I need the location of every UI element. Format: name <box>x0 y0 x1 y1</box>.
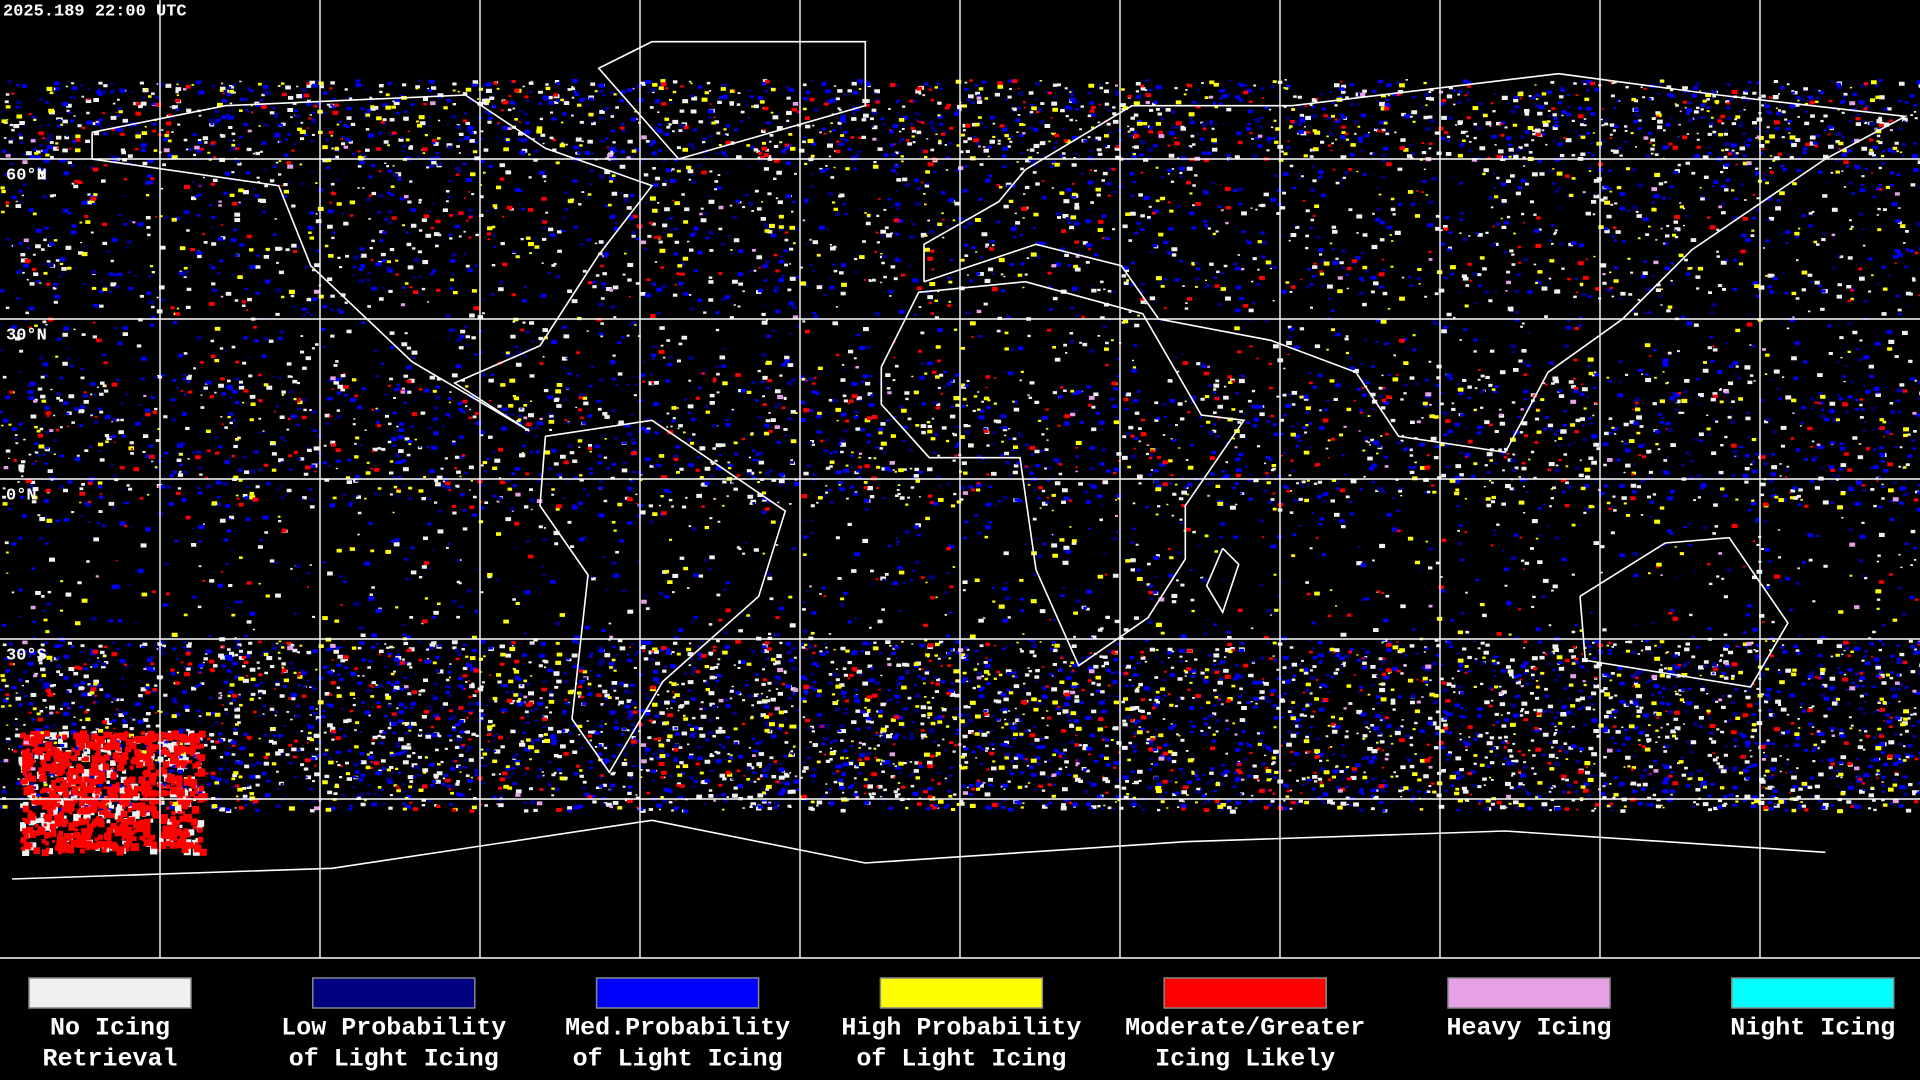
graticule: 60°N 30°N 0°N 30°S <box>0 0 1920 958</box>
legend-label: of Light Icing <box>573 1045 783 1074</box>
legend-label: Med.Probability <box>565 1014 790 1043</box>
timestamp: 2025.189 22:00 UTC <box>3 2 187 21</box>
coastline <box>923 72 1908 454</box>
icing-speckle <box>2 79 1920 856</box>
legend-swatch <box>879 977 1044 1009</box>
legend-swatch <box>1447 977 1611 1009</box>
legend-label: High Probability <box>841 1014 1081 1043</box>
legend-label: Heavy Icing <box>1446 1014 1611 1043</box>
legend-swatch <box>28 977 192 1009</box>
coastline <box>91 94 654 432</box>
legend-swatch <box>312 977 476 1009</box>
legend-label: Low Probability <box>281 1014 506 1043</box>
icing-field <box>0 79 1920 857</box>
coastline <box>1205 547 1240 615</box>
legend-label: of Light Icing <box>289 1045 499 1074</box>
legend-swatch <box>1731 977 1895 1009</box>
latitude-label: 30°N <box>6 326 47 345</box>
legend-swatch <box>595 977 760 1009</box>
legend-label: Icing Likely <box>1155 1045 1335 1074</box>
latitude-label: 30°S <box>6 646 47 665</box>
coastline <box>597 40 867 160</box>
legend-swatch <box>1163 977 1327 1009</box>
latitude-label: 60°N <box>6 166 47 185</box>
legend-label: No Icing <box>50 1014 170 1043</box>
coastline <box>539 419 787 774</box>
latitude-label: 0°N <box>6 486 37 505</box>
coastline <box>1579 536 1789 688</box>
coastline <box>12 819 1826 880</box>
legend-label: Night Icing <box>1730 1014 1895 1043</box>
legend-label: Moderate/Greater <box>1125 1014 1365 1043</box>
legend-label: of Light Icing <box>856 1045 1066 1074</box>
legend-label: Retrieval <box>42 1045 177 1074</box>
